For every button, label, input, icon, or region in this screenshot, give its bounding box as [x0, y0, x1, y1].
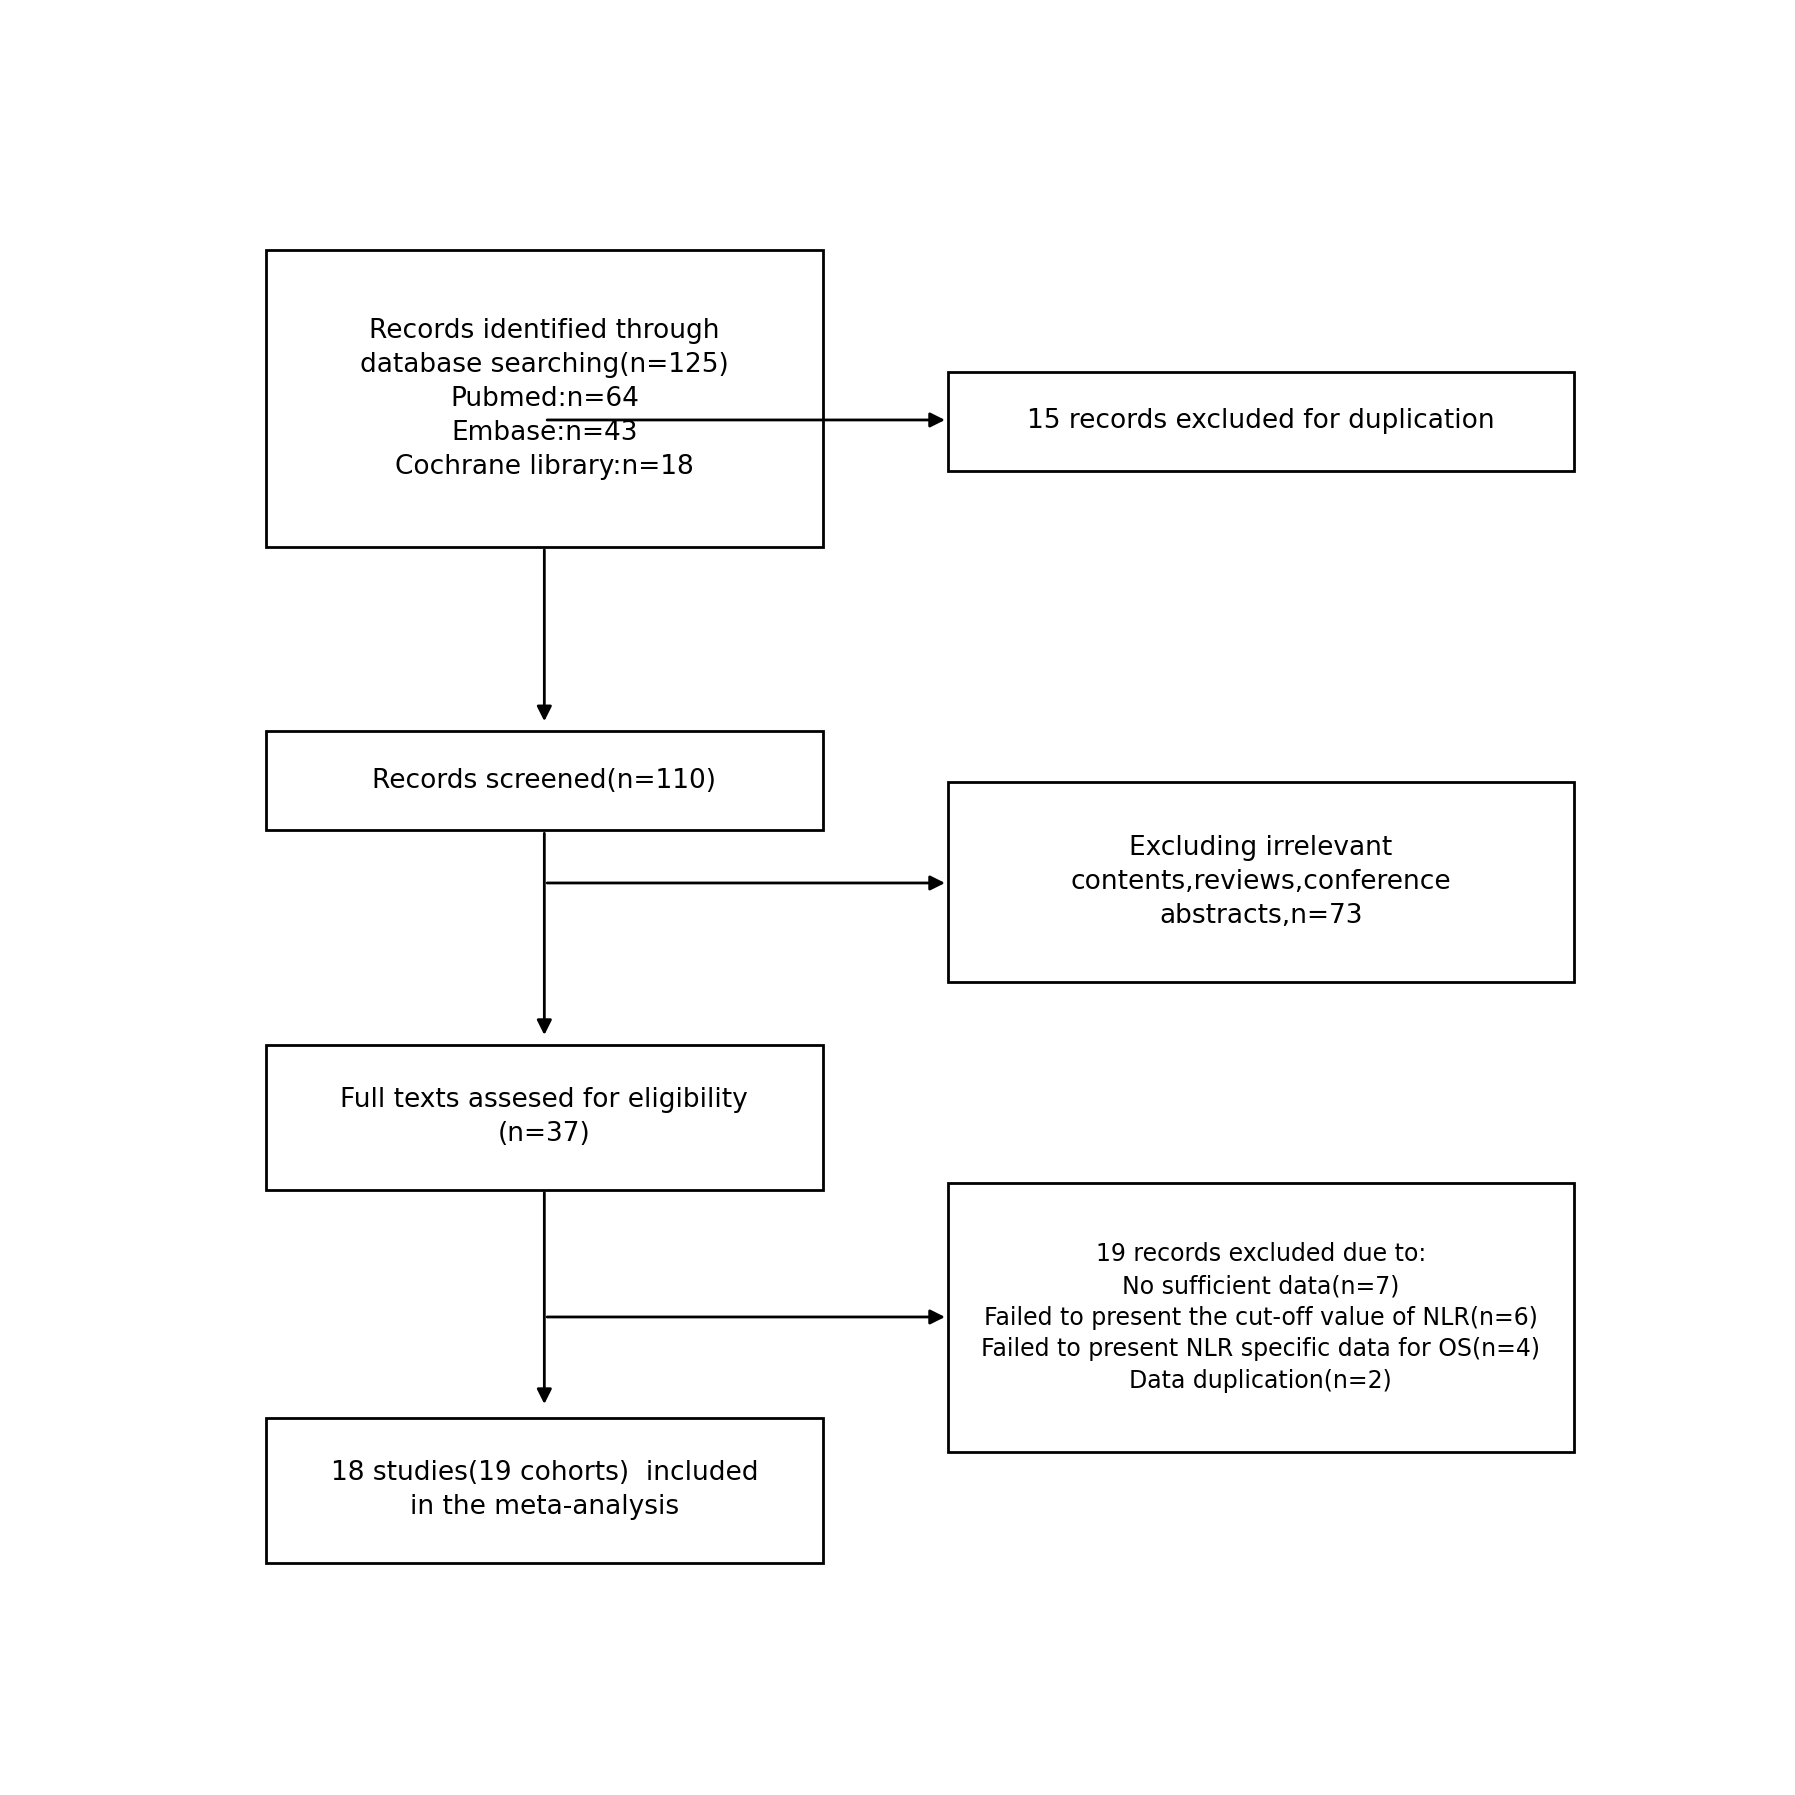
Text: Records identified through
database searching(n=125)
Pubmed:n=64
Embase:n=43
Coc: Records identified through database sear… — [361, 318, 729, 479]
FancyBboxPatch shape — [266, 250, 822, 547]
FancyBboxPatch shape — [266, 731, 822, 831]
Text: Records screened(n=110): Records screened(n=110) — [372, 768, 716, 793]
Text: 18 studies(19 cohorts)  included
in the meta-analysis: 18 studies(19 cohorts) included in the m… — [330, 1461, 757, 1520]
Text: Full texts assesed for eligibility
(n=37): Full texts assesed for eligibility (n=37… — [341, 1088, 749, 1147]
Text: 19 records excluded due to:
No sufficient data(n=7)
Failed to present the cut-of: 19 records excluded due to: No sufficien… — [982, 1242, 1540, 1393]
FancyBboxPatch shape — [948, 1183, 1574, 1452]
Text: 15 records excluded for duplication: 15 records excluded for duplication — [1027, 407, 1495, 434]
FancyBboxPatch shape — [948, 783, 1574, 982]
FancyBboxPatch shape — [266, 1418, 822, 1563]
FancyBboxPatch shape — [266, 1045, 822, 1190]
Text: Excluding irrelevant
contents,reviews,conference
abstracts,n=73: Excluding irrelevant contents,reviews,co… — [1070, 835, 1450, 930]
FancyBboxPatch shape — [948, 372, 1574, 470]
